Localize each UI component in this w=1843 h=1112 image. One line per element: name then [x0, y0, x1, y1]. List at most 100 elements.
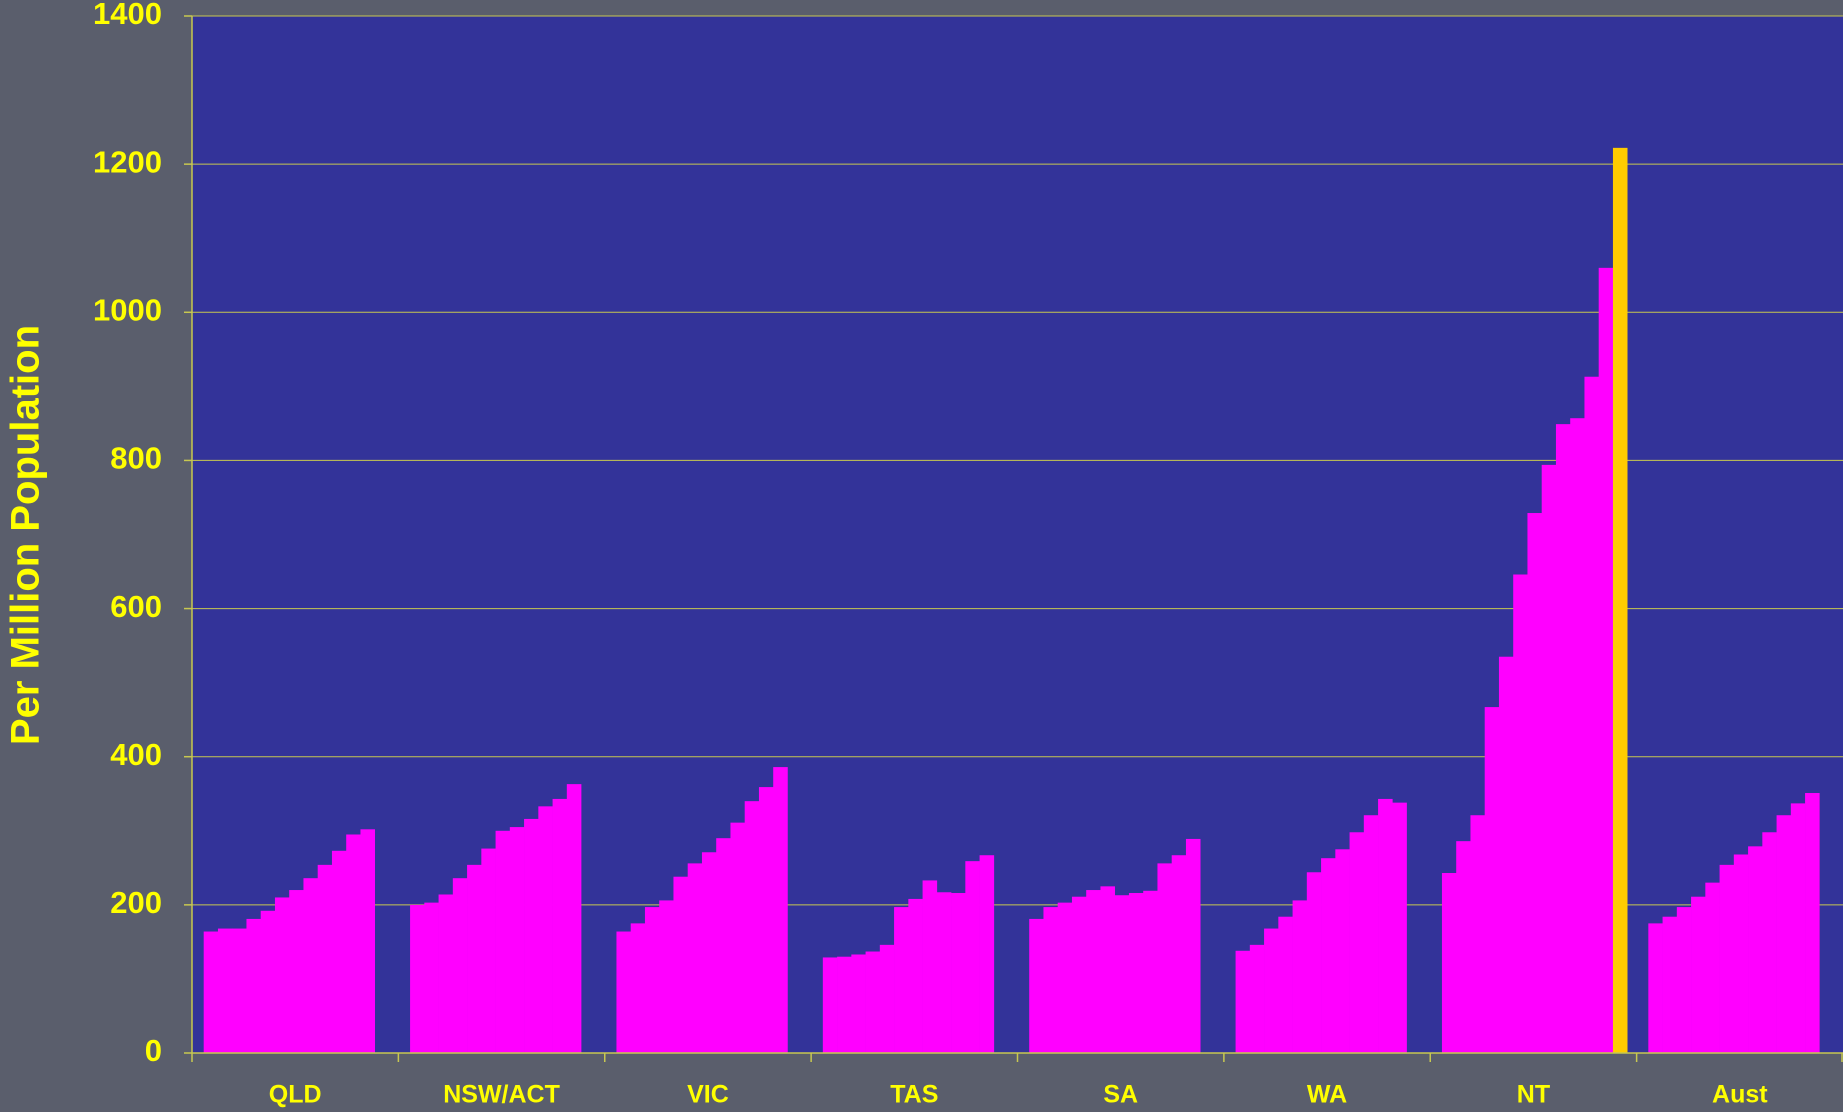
bar [1029, 918, 1044, 1053]
bar [317, 864, 333, 1053]
bar [908, 898, 923, 1053]
y-tick-label: 0 [145, 1033, 162, 1068]
bar [1392, 802, 1407, 1053]
bar [1748, 846, 1763, 1053]
bar [744, 801, 760, 1053]
bar [1057, 902, 1073, 1053]
y-tick-label: 1000 [93, 292, 162, 327]
x-tick-label: NT [1517, 1081, 1550, 1109]
bar [879, 944, 895, 1053]
bar [894, 907, 909, 1053]
bar [1762, 832, 1777, 1053]
bar [730, 822, 745, 1053]
bar [1719, 864, 1735, 1053]
bar [1555, 424, 1571, 1054]
bar [438, 894, 454, 1053]
bar [1128, 893, 1144, 1053]
y-tick-label: 800 [110, 441, 162, 476]
bar [1185, 838, 1201, 1053]
bar [687, 863, 703, 1053]
bar [1470, 815, 1485, 1053]
bar [1249, 944, 1265, 1053]
bar [851, 954, 866, 1053]
bar [289, 890, 304, 1053]
bar [232, 928, 247, 1053]
bar [538, 806, 553, 1053]
bar [1292, 900, 1308, 1053]
bar [1484, 707, 1500, 1053]
bar [481, 848, 496, 1053]
bar [260, 910, 276, 1053]
bar [716, 838, 731, 1053]
y-tick-label: 400 [110, 737, 162, 772]
bar [1612, 147, 1628, 1053]
bar [1598, 267, 1614, 1053]
bar [1662, 916, 1678, 1053]
bar [1349, 832, 1365, 1053]
bar [303, 878, 318, 1053]
bar [1441, 873, 1457, 1053]
bar [673, 876, 688, 1053]
bar [630, 923, 646, 1053]
bar [1648, 923, 1663, 1053]
bar [1100, 886, 1115, 1053]
bar [467, 864, 482, 1053]
bar [509, 827, 525, 1053]
bar [1527, 513, 1542, 1053]
bar [659, 900, 674, 1053]
bar [495, 830, 511, 1053]
bar [1114, 895, 1130, 1053]
bar [1570, 418, 1585, 1053]
bar [1805, 793, 1820, 1053]
bar [410, 904, 425, 1053]
bar [1378, 798, 1393, 1053]
bar [758, 787, 774, 1053]
bar [424, 902, 439, 1053]
bar [1363, 815, 1379, 1053]
bar [951, 893, 966, 1053]
bar [1171, 855, 1187, 1053]
bar [1498, 656, 1514, 1053]
bar [274, 897, 290, 1053]
bar [552, 798, 568, 1053]
y-tick-label: 1400 [93, 0, 162, 31]
bar [979, 855, 995, 1053]
bar [1086, 890, 1101, 1053]
bar [1776, 815, 1792, 1053]
x-tick-label: Aust [1712, 1081, 1768, 1109]
x-tick-label: QLD [269, 1081, 322, 1109]
bar [1235, 950, 1251, 1053]
bar [452, 878, 468, 1053]
bar [822, 957, 838, 1053]
bar [1306, 872, 1322, 1053]
bar [1705, 882, 1720, 1053]
bar [1143, 890, 1158, 1053]
x-tick-label: SA [1103, 1081, 1138, 1109]
bar [1733, 854, 1749, 1053]
bar [1691, 896, 1706, 1053]
bar [644, 907, 660, 1053]
bar [1071, 896, 1087, 1053]
bar [1264, 928, 1279, 1053]
bar [1676, 907, 1692, 1053]
bar [922, 880, 938, 1053]
x-tick-label: VIC [687, 1081, 729, 1109]
bar [1790, 803, 1806, 1053]
y-tick-label: 1200 [93, 144, 162, 179]
x-tick-label: NSW/ACT [443, 1081, 560, 1109]
bar [965, 861, 980, 1053]
x-tick-label: TAS [890, 1081, 938, 1109]
bar [217, 928, 233, 1053]
bar [1043, 907, 1058, 1053]
bar [1584, 376, 1599, 1053]
bar [616, 931, 631, 1053]
bar [1513, 574, 1528, 1053]
bar [346, 834, 361, 1053]
bar [773, 767, 788, 1053]
bar [1321, 858, 1336, 1053]
bar [1456, 841, 1471, 1053]
bar [524, 818, 539, 1053]
bar [701, 852, 717, 1053]
